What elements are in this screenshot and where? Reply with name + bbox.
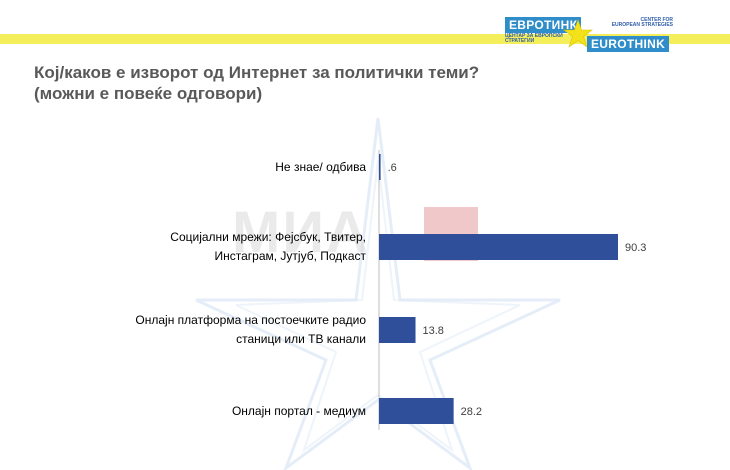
logo-badge-en: EUROTHINK	[587, 36, 670, 52]
bar-0	[379, 154, 381, 180]
data-label-1: 90.3	[625, 242, 646, 254]
category-label-line: Социјални мрежи: Фејсбук, Твитер,	[170, 230, 366, 244]
data-label-2: 13.8	[423, 325, 444, 337]
category-label-line: Онлајн платформа на постоечките радио	[135, 313, 366, 327]
category-label-line: Не знае/ одбива	[275, 159, 366, 174]
category-label-3: Онлајн портал - медиум	[26, 402, 366, 421]
logo-subtitle-mk: ЦЕНТАР ЗА ЕВРОПСКИ СТРАТЕГИИ	[505, 33, 563, 44]
category-label-line: Инстаграм, Јутјуб, Подкаст	[214, 249, 367, 263]
chart-subtitle: (можни е повеќе одговори)	[34, 84, 263, 103]
logo-star-icon	[563, 19, 593, 48]
logo-subtitle-en: CENTER FOR EUROPEAN STRATEGIES	[611, 17, 673, 28]
header-band-left	[0, 34, 505, 44]
category-label-2: Онлајн платформа на постоечките радио ста…	[26, 311, 366, 349]
chart-title-block: Кој/каков е изворот од Интернет за полит…	[34, 62, 634, 104]
bar-1	[379, 234, 618, 260]
category-label-line: станици или ТВ канали	[236, 332, 366, 346]
category-label-line: Онлајн портал - медиум	[231, 403, 366, 418]
category-label-0: Не знае/ одбива	[26, 158, 366, 177]
chart-title: Кој/каков е изворот од Интернет за полит…	[34, 63, 480, 82]
bar-3	[379, 398, 454, 424]
bar-2	[379, 317, 416, 343]
logo-badge-mk: ЕВРОТИНК	[505, 17, 582, 33]
eurothink-logo: ЕВРОТИНК ЦЕНТАР ЗА ЕВРОПСКИ СТРАТЕГИИ CE…	[505, 14, 673, 54]
data-label-0: .6	[388, 162, 397, 174]
data-label-3: 28.2	[461, 406, 482, 418]
category-label-1: Социјални мрежи: Фејсбук, Твитер, Инстагр…	[26, 228, 366, 266]
watermark-text: МИА	[232, 200, 370, 265]
